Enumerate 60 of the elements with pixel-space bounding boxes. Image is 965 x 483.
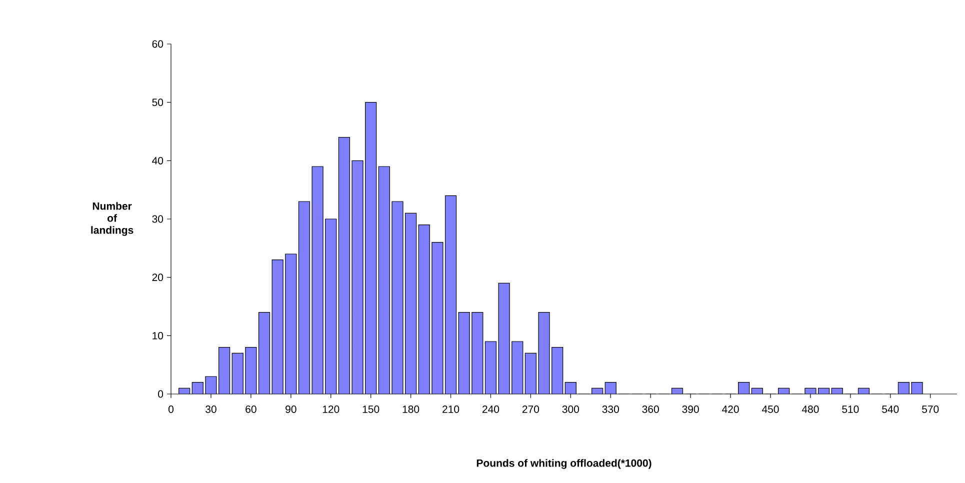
y-tick-label: 60 bbox=[152, 40, 164, 48]
bar bbox=[352, 160, 364, 394]
x-tick-label: 0 bbox=[168, 406, 174, 413]
bar bbox=[245, 347, 256, 394]
bar bbox=[338, 137, 350, 394]
y-tick-label: 50 bbox=[152, 98, 164, 106]
bar bbox=[418, 224, 430, 394]
x-tick-label: 120 bbox=[322, 406, 340, 413]
x-tick-label: 420 bbox=[722, 406, 739, 413]
bar bbox=[552, 347, 563, 394]
x-tick-label: 60 bbox=[246, 406, 256, 413]
x-tick-label: 30 bbox=[206, 406, 216, 413]
bar bbox=[738, 382, 750, 394]
bar bbox=[405, 213, 416, 394]
bar bbox=[898, 382, 910, 394]
bar bbox=[272, 260, 284, 394]
bar bbox=[378, 166, 390, 394]
x-tick-label: 390 bbox=[682, 406, 699, 413]
x-tick-label: 360 bbox=[642, 406, 659, 413]
bar bbox=[485, 342, 496, 394]
x-tick-label: 210 bbox=[442, 406, 460, 413]
bar bbox=[525, 353, 536, 394]
y-tick-label: 20 bbox=[152, 274, 164, 282]
bar bbox=[392, 202, 403, 394]
bar bbox=[538, 312, 550, 394]
bar bbox=[432, 242, 443, 394]
y-tick-label: 10 bbox=[152, 332, 164, 340]
bar bbox=[192, 382, 204, 394]
bar bbox=[365, 102, 376, 394]
y-tick-label: 0 bbox=[158, 390, 164, 398]
x-tick-label: 570 bbox=[922, 406, 939, 413]
y-axis-title: Number of landings bbox=[91, 202, 134, 236]
bar bbox=[605, 382, 616, 394]
bar bbox=[565, 382, 576, 394]
bar bbox=[232, 353, 244, 394]
x-tick-label: 270 bbox=[522, 406, 540, 413]
bar bbox=[312, 166, 324, 394]
x-tick-label: 150 bbox=[362, 406, 380, 413]
x-tick-label: 90 bbox=[286, 406, 296, 413]
bar bbox=[285, 254, 296, 394]
bar bbox=[258, 312, 270, 394]
bar bbox=[472, 312, 483, 394]
x-tick-label: 540 bbox=[882, 406, 899, 413]
x-tick-label: 330 bbox=[602, 406, 619, 413]
x-tick-label: 480 bbox=[802, 406, 819, 413]
y-tick-label: 30 bbox=[152, 215, 164, 223]
x-tick-label: 300 bbox=[562, 406, 580, 413]
x-tick-label: 450 bbox=[762, 406, 779, 413]
bar bbox=[498, 283, 510, 394]
bar bbox=[512, 342, 523, 394]
bar bbox=[325, 219, 336, 394]
x-tick-label: 510 bbox=[842, 406, 859, 413]
bar bbox=[218, 347, 230, 394]
y-tick-label: 40 bbox=[152, 156, 164, 164]
x-tick-label: 180 bbox=[402, 406, 420, 413]
bar bbox=[445, 196, 456, 394]
x-tick-label: 240 bbox=[482, 406, 500, 413]
bar bbox=[298, 202, 310, 394]
bar bbox=[458, 312, 470, 394]
x-axis-title: Pounds of whiting offloaded(*1000) bbox=[476, 459, 652, 469]
